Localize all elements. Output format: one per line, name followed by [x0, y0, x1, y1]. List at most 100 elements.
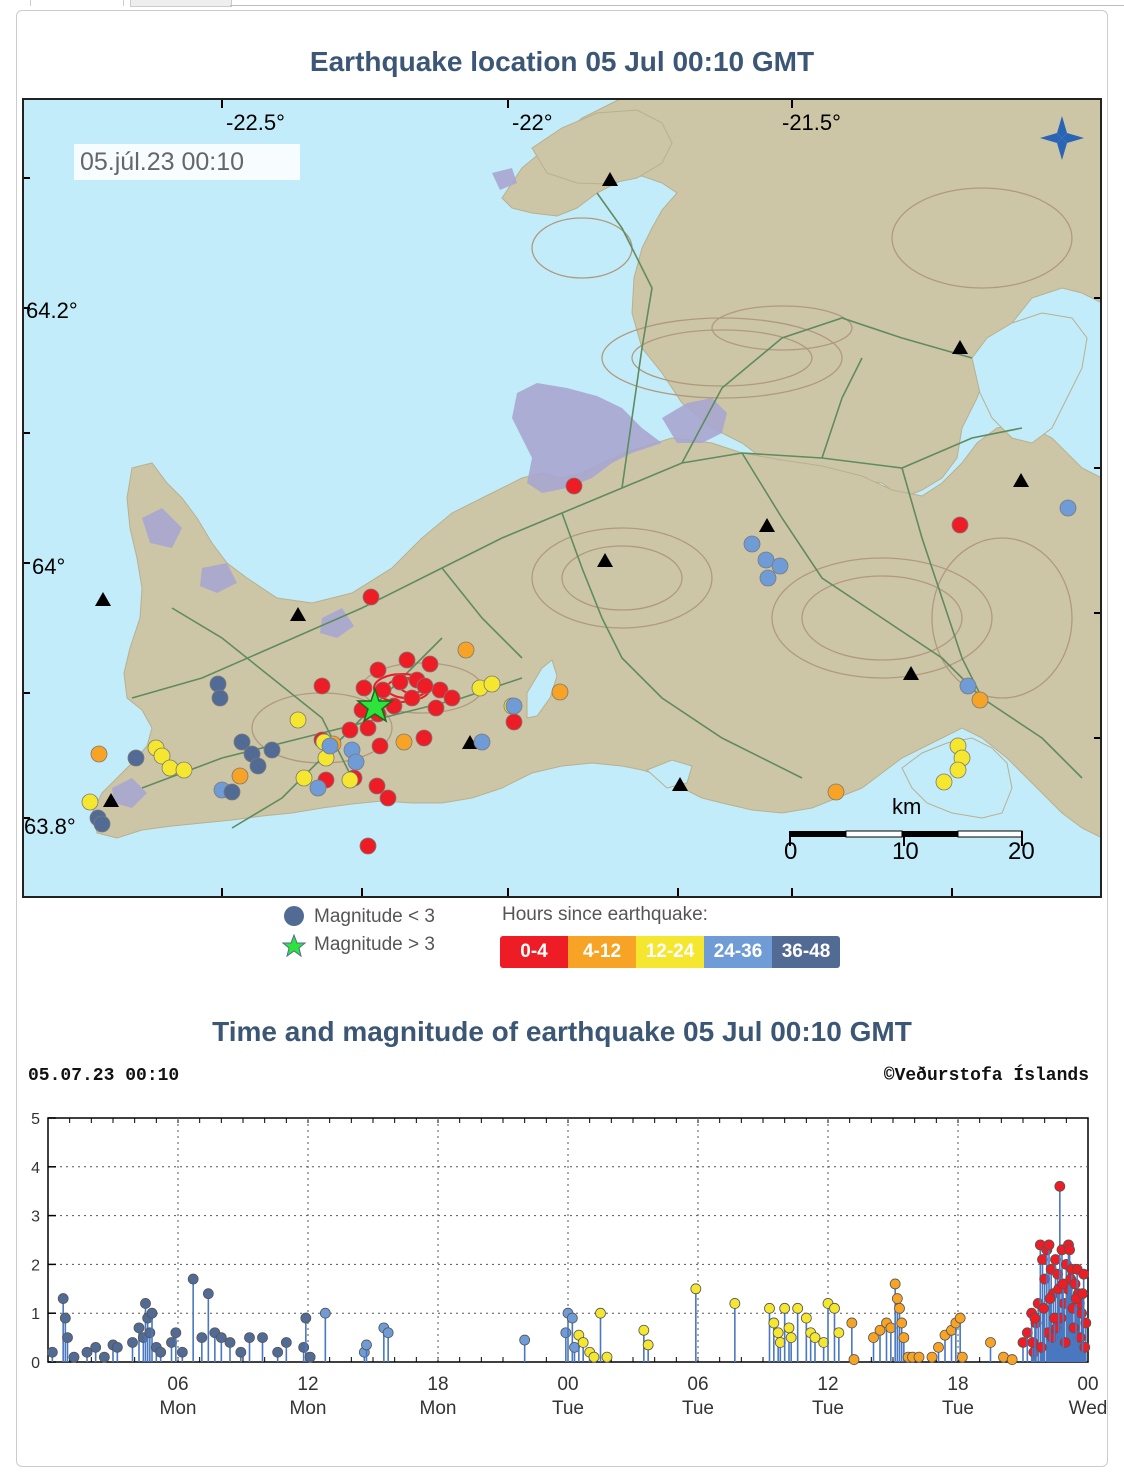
quake-point-4-12[interactable] — [848, 1354, 860, 1365]
quake-point-36-48[interactable] — [280, 1337, 292, 1348]
quake-point-12-24[interactable] — [690, 1283, 702, 1295]
quake-dot-0-4[interactable] — [341, 721, 359, 739]
quake-dot-36-48[interactable] — [249, 757, 267, 775]
quake-dot-36-48[interactable] — [233, 733, 251, 751]
quake-dot-0-4[interactable] — [359, 837, 377, 855]
quake-point-0-4[interactable] — [1044, 1293, 1056, 1304]
quake-dot-24-36[interactable] — [309, 779, 327, 797]
quake-point-24-36[interactable] — [566, 1312, 578, 1324]
quake-dot-0-4[interactable] — [359, 719, 377, 737]
quake-dot-36-48[interactable] — [211, 689, 229, 707]
quake-dot-4-12[interactable] — [457, 641, 475, 659]
quake-dot-24-36[interactable] — [321, 737, 339, 755]
quake-point-4-12[interactable] — [846, 1317, 858, 1329]
quake-point-36-48[interactable] — [146, 1307, 158, 1319]
quake-point-0-4[interactable] — [1051, 1322, 1062, 1334]
quake-dot-4-12[interactable] — [971, 691, 989, 709]
quake-point-12-24[interactable] — [833, 1327, 845, 1339]
quake-point-0-4[interactable] — [1069, 1278, 1081, 1290]
quake-dot-24-36[interactable] — [759, 569, 777, 587]
quake-point-0-4[interactable] — [1021, 1327, 1033, 1339]
quake-point-4-12[interactable] — [894, 1302, 905, 1314]
quake-dot-0-4[interactable] — [565, 477, 583, 495]
quake-point-12-24[interactable] — [818, 1337, 830, 1348]
quake-point-4-12[interactable] — [874, 1324, 886, 1336]
quake-point-4-12[interactable] — [889, 1278, 901, 1290]
quake-point-12-24[interactable] — [601, 1351, 613, 1363]
quake-dot-24-36[interactable] — [347, 753, 365, 771]
quake-point-4-12[interactable] — [898, 1332, 910, 1344]
quake-point-36-48[interactable] — [46, 1346, 58, 1358]
quake-point-0-4[interactable] — [1075, 1332, 1086, 1344]
quake-dot-24-36[interactable] — [771, 557, 789, 575]
quake-point-4-12[interactable] — [1006, 1354, 1018, 1365]
quake-dot-4-12[interactable] — [395, 733, 413, 751]
quake-point-12-24[interactable] — [785, 1332, 797, 1344]
quake-dot-0-4[interactable] — [443, 689, 461, 707]
tab-left[interactable] — [30, 0, 124, 6]
quake-dot-12-24[interactable] — [161, 759, 179, 777]
quake-dot-4-12[interactable] — [90, 745, 108, 763]
quake-point-12-24[interactable] — [729, 1298, 741, 1309]
quake-point-36-48[interactable] — [170, 1327, 182, 1339]
quake-point-24-36[interactable] — [319, 1307, 331, 1319]
quake-point-0-4[interactable] — [1064, 1244, 1075, 1256]
quake-point-0-4[interactable] — [1050, 1254, 1061, 1265]
quake-point-4-12[interactable] — [985, 1337, 996, 1348]
quake-point-12-24[interactable] — [764, 1302, 775, 1314]
quake-point-4-12[interactable] — [933, 1341, 944, 1353]
quake-dot-0-4[interactable] — [391, 673, 409, 691]
quake-dot-12-24[interactable] — [935, 773, 953, 791]
quake-dot-24-36[interactable] — [959, 677, 977, 695]
quake-dot-36-48[interactable] — [127, 749, 145, 767]
quake-point-4-12[interactable] — [956, 1351, 968, 1363]
quake-point-36-48[interactable] — [272, 1346, 284, 1358]
quake-dot-0-4[interactable] — [505, 713, 523, 731]
quake-point-36-48[interactable] — [215, 1332, 227, 1344]
quake-point-0-4[interactable] — [1036, 1341, 1047, 1353]
quake-point-4-12[interactable] — [954, 1312, 966, 1324]
time-magnitude-chart[interactable]: 01234506Mon12Mon18Mon00Tue06Tue12Tue18Tu… — [22, 1100, 1107, 1460]
quake-point-36-48[interactable] — [244, 1332, 255, 1344]
quake-point-4-12[interactable] — [913, 1351, 925, 1363]
tab-right[interactable] — [130, 0, 232, 7]
quake-point-36-48[interactable] — [298, 1341, 310, 1353]
quake-point-4-12[interactable] — [896, 1317, 908, 1329]
quake-dot-12-24[interactable] — [295, 769, 313, 787]
quake-dot-36-48[interactable] — [263, 741, 281, 759]
quake-dot-12-24[interactable] — [175, 761, 193, 779]
quake-dot-4-12[interactable] — [827, 783, 845, 801]
earthquake-map[interactable] — [22, 98, 1102, 898]
quake-dot-0-4[interactable] — [355, 679, 373, 697]
quake-dot-4-12[interactable] — [551, 683, 569, 701]
quake-point-12-24[interactable] — [577, 1337, 589, 1348]
quake-dot-0-4[interactable] — [368, 777, 386, 795]
quake-point-36-48[interactable] — [98, 1351, 110, 1363]
quake-dot-0-4[interactable] — [369, 661, 387, 679]
quake-point-0-4[interactable] — [1054, 1180, 1066, 1192]
quake-dot-12-24[interactable] — [949, 761, 967, 779]
quake-point-36-48[interactable] — [166, 1337, 177, 1348]
quake-point-36-48[interactable] — [202, 1288, 214, 1300]
quake-point-36-48[interactable] — [196, 1332, 208, 1344]
quake-dot-4-12[interactable] — [231, 767, 249, 785]
quake-point-24-36[interactable] — [361, 1339, 372, 1351]
quake-dot-12-24[interactable] — [81, 793, 99, 811]
quake-point-36-48[interactable] — [304, 1351, 316, 1363]
quake-dot-36-48[interactable] — [93, 815, 111, 833]
quake-point-24-36[interactable] — [382, 1327, 394, 1339]
map-area[interactable]: 05.júl.23 00:10 -22.5° -22° -21.5° 64.2°… — [22, 98, 1102, 898]
quake-dot-0-4[interactable] — [416, 677, 434, 695]
quake-point-12-24[interactable] — [642, 1339, 654, 1351]
quake-point-36-48[interactable] — [111, 1341, 123, 1353]
quake-point-12-24[interactable] — [783, 1322, 795, 1334]
quake-dot-0-4[interactable] — [415, 729, 433, 747]
quake-dot-12-24[interactable] — [289, 711, 307, 729]
quake-point-36-48[interactable] — [224, 1337, 236, 1348]
quake-dot-36-48[interactable] — [209, 675, 227, 693]
quake-dot-0-4[interactable] — [313, 677, 331, 695]
quake-point-36-48[interactable] — [300, 1312, 312, 1324]
quake-point-0-4[interactable] — [1046, 1332, 1058, 1344]
quake-dot-0-4[interactable] — [379, 789, 397, 807]
quake-dot-0-4[interactable] — [362, 588, 380, 606]
